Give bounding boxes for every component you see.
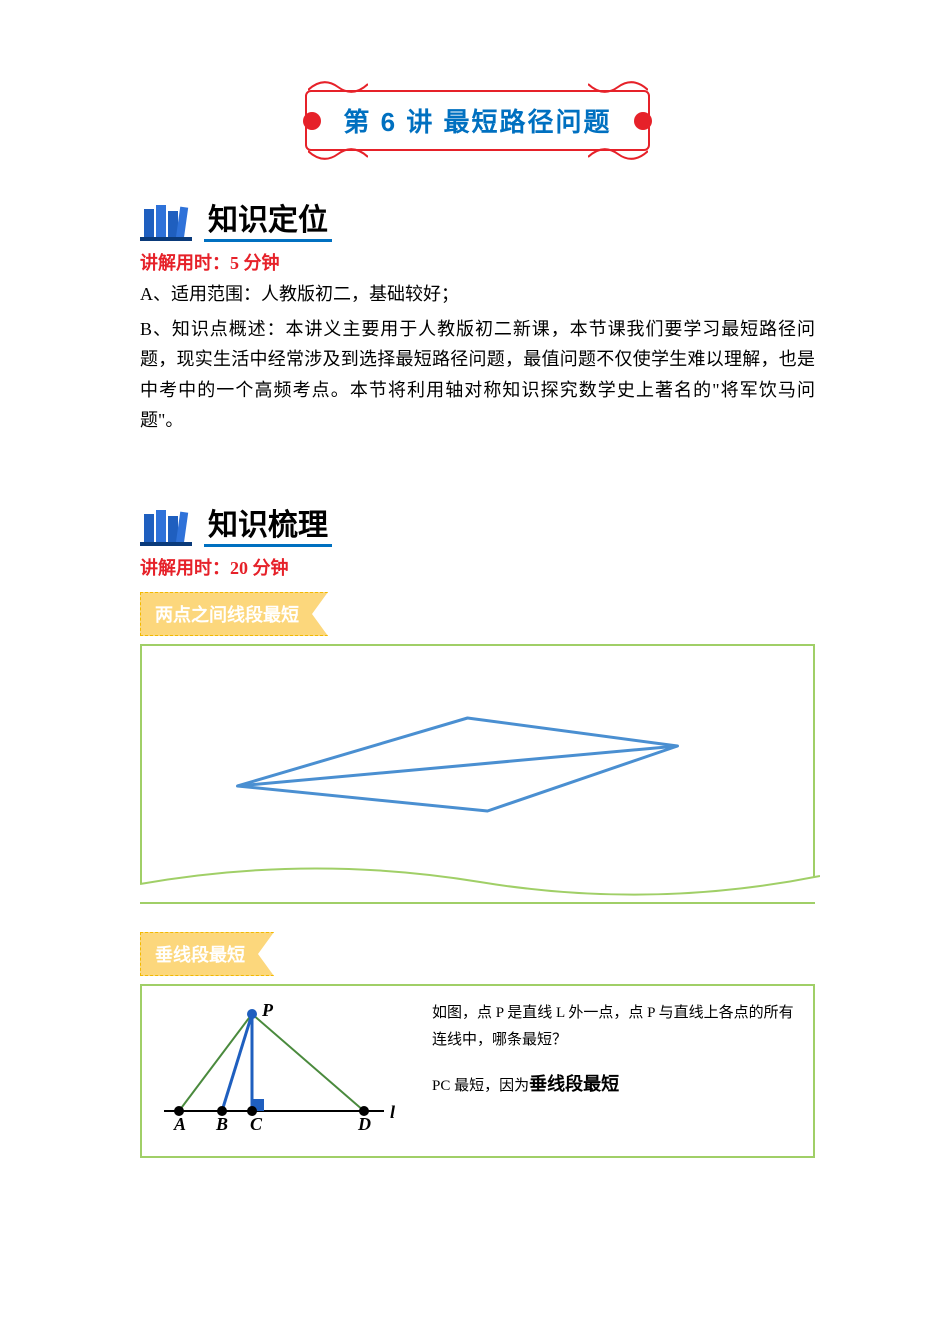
note-line2-prefix: PC 最短，因为 <box>432 1078 529 1094</box>
label-C: C <box>250 1114 263 1134</box>
diagram-kite <box>154 676 801 876</box>
books-icon <box>140 506 196 550</box>
label-D: D <box>357 1114 371 1134</box>
note-text-block: 如图，点 P 是直线 L 外一点，点 P 与直线上各点的所有连线中，哪条最短？ … <box>432 996 801 1100</box>
title-text: 第 6 讲 最短路径问题 <box>343 107 611 137</box>
title-curl-bottom-left <box>308 147 368 161</box>
green-box-1 <box>140 644 815 904</box>
title-dot-right <box>634 112 652 130</box>
section1-line-b: B、知识点概述：本讲义主要用于人教版初二新课，本节课我们要学习最短路径问题，现实… <box>140 314 815 436</box>
ribbon1: 两点之间线段最短 <box>140 592 328 636</box>
diagram-perpendicular: P A B C D l <box>154 996 414 1136</box>
section2-header: 知识梳理 <box>140 506 815 550</box>
section2-title: 知识梳理 <box>204 509 332 547</box>
section1-title: 知识定位 <box>204 204 332 242</box>
note-line2: PC 最短，因为垂线段最短 <box>432 1068 801 1100</box>
label-l: l <box>390 1102 395 1122</box>
label-B: B <box>215 1114 228 1134</box>
note-line2-emph: 垂线段最短 <box>529 1074 619 1094</box>
title-curl-bottom-right <box>588 147 648 161</box>
section1-timing: 讲解用时：5 分钟 <box>140 249 815 275</box>
diagram2-row: P A B C D l 如图，点 P 是直线 L 外一点，点 P 与直线上各点的… <box>154 996 801 1136</box>
section1-header: 知识定位 <box>140 201 815 245</box>
books-icon <box>140 201 196 245</box>
note-line1: 如图，点 P 是直线 L 外一点，点 P 与直线上各点的所有连线中，哪条最短？ <box>432 1000 801 1054</box>
green-box-2: P A B C D l 如图，点 P 是直线 L 外一点，点 P 与直线上各点的… <box>140 984 815 1158</box>
ribbon1-wrap: 两点之间线段最短 <box>140 592 815 636</box>
section2-timing: 讲解用时：20 分钟 <box>140 554 815 580</box>
title-dot-left <box>303 112 321 130</box>
section1-line-a: A、适用范围：人教版初二，基础较好； <box>140 279 815 310</box>
page-title: 第 6 讲 最短路径问题 <box>305 90 649 151</box>
label-P: P <box>261 1000 274 1020</box>
ribbon2-wrap: 垂线段最短 <box>140 932 815 976</box>
title-banner: 第 6 讲 最短路径问题 <box>278 90 678 151</box>
ribbon2: 垂线段最短 <box>140 932 274 976</box>
label-A: A <box>173 1114 186 1134</box>
